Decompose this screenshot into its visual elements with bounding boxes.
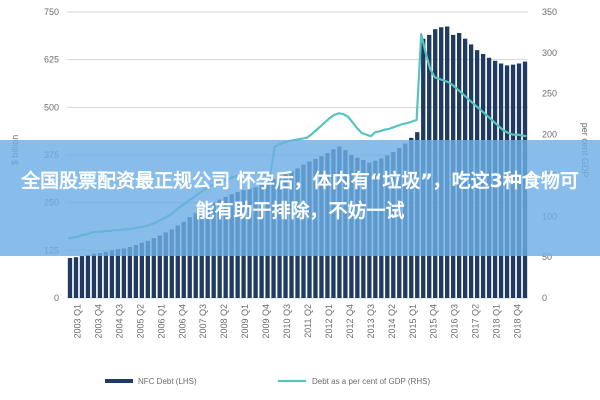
x-tick-label: 2017 Q2 <box>471 304 481 339</box>
x-tick-label: 2011 Q2 <box>303 304 313 338</box>
x-tick-label: 2013 Q3 <box>366 304 376 339</box>
banner-text: 全国股票配资最正规公司 怀孕后，体内有“垃圾”，吃这3种食物可能有助于排除，不妨… <box>21 170 579 222</box>
x-tick-label: 2015 Q1 <box>408 304 418 339</box>
bar <box>145 240 150 298</box>
bar <box>103 251 109 298</box>
legend: NFC Debt (LHS) Debt as a per cent of GDP … <box>105 377 430 386</box>
bar <box>109 250 115 298</box>
y-right-tick-label: 250 <box>542 89 557 99</box>
x-tick-label: 2014 Q2 <box>387 304 397 339</box>
bar <box>175 225 180 298</box>
promo-banner[interactable]: 全国股票配资最正规公司 怀孕后，体内有“垃圾”，吃这3种食物可能有助于排除，不妨… <box>0 140 600 256</box>
bar <box>79 256 85 298</box>
x-tick-label: 2016 Q3 <box>450 304 460 339</box>
x-tick-label: 2015 Q4 <box>429 304 439 339</box>
y-right-tick-label: 0 <box>542 293 547 303</box>
x-tick-label: 2012 Q1 <box>324 304 334 339</box>
bar <box>151 238 156 298</box>
bar <box>181 221 186 298</box>
x-tick-label: 2003 Q4 <box>93 304 103 339</box>
bar <box>163 232 168 298</box>
bar <box>169 229 174 298</box>
y-right-tick-label: 200 <box>542 130 557 140</box>
bar <box>97 253 103 298</box>
x-tick-label: 2006 Q1 <box>156 304 166 339</box>
x-tick-label: 2006 Q4 <box>177 304 187 339</box>
bar <box>157 235 162 298</box>
x-tick-label: 2008 Q2 <box>219 304 229 339</box>
bar <box>85 254 91 298</box>
y-right-tick-label: 300 <box>542 48 557 58</box>
bar <box>115 249 121 298</box>
bar <box>187 217 192 298</box>
x-tick-label: 2018 Q1 <box>492 304 502 339</box>
bar <box>139 242 144 298</box>
bar <box>91 253 97 298</box>
x-tick-label: 2003 Q1 <box>72 304 82 339</box>
legend-label-line: Debt as a per cent of GDP (RHS) <box>312 377 430 386</box>
bar <box>67 257 73 298</box>
x-tick-label: 2005 Q2 <box>135 304 145 339</box>
x-tick-label: 2009 Q4 <box>261 304 271 339</box>
bar <box>127 246 133 298</box>
legend-label-bar: NFC Debt (LHS) <box>138 377 197 386</box>
y-left-tick-label: 750 <box>44 7 59 17</box>
bar <box>133 244 139 298</box>
x-tick-label: 2010 Q3 <box>282 304 292 339</box>
y-left-tick-label: 500 <box>44 102 59 112</box>
x-tick-label: 2007 Q3 <box>198 304 208 339</box>
x-tick-label: 2004 Q3 <box>114 304 124 339</box>
y-left-tick-label: 625 <box>44 55 59 65</box>
y-left-tick-label: 0 <box>54 293 59 303</box>
x-tick-label: 2009 Q1 <box>240 304 250 339</box>
bar <box>73 257 79 298</box>
bar <box>121 248 127 298</box>
x-tick-label: 2012 Q4 <box>345 304 355 339</box>
x-tick-label: 2018 Q4 <box>513 304 523 339</box>
y-right-tick-label: 350 <box>542 7 557 17</box>
y-right-tick-label: 50 <box>542 252 552 262</box>
